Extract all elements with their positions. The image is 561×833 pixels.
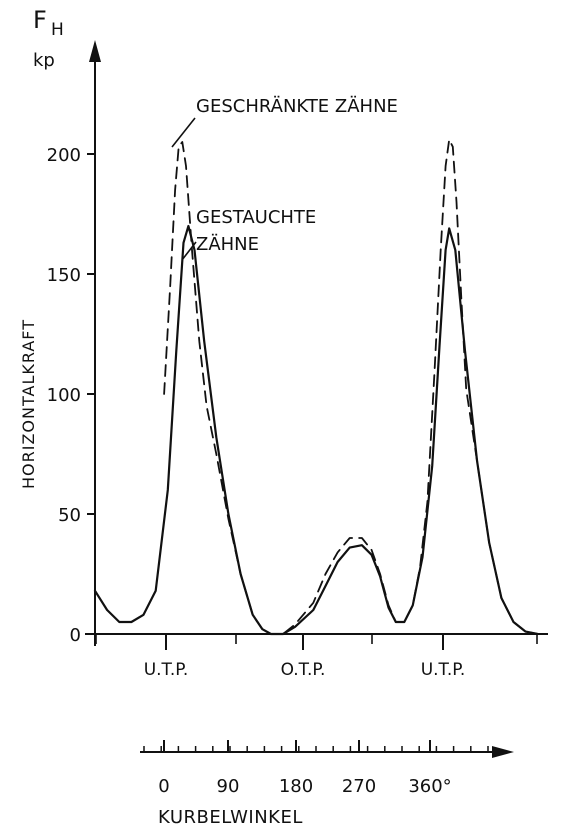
y-axis-arrow: [89, 40, 101, 62]
y-tick-label: 150: [47, 265, 81, 286]
angle-scale-label: 180: [279, 776, 313, 797]
x-position-label: U.T.P.: [421, 660, 466, 680]
annotation-leader-geschraenkte: [171, 117, 196, 148]
y-axis-symbol-subscript: H: [51, 20, 64, 40]
angle-scale-label: 270: [342, 776, 376, 797]
axes: 0 50 100 150 200 U.T.P. O.T.P. U.T.P. 0 90 180 270 3…: [47, 40, 548, 797]
annotation-zaehne: ZÄHNE: [196, 234, 259, 255]
annotation-geschraenkte-zaehne: GESCHRÄNKTE ZÄHNE: [196, 96, 398, 117]
series-line-solid: [93, 224, 539, 636]
y-axis-label: HORIZONTALKRAFT: [19, 319, 38, 489]
series-line-dashed: [163, 138, 539, 635]
y-axis-unit: kp: [33, 50, 55, 71]
labels: F H kp HORIZONTALKRAFT GESCHRÄNKTE ZÄHNE…: [19, 6, 398, 828]
x-position-label: U.T.P.: [144, 660, 189, 680]
y-axis-symbol: F: [33, 6, 47, 34]
annotation-gestauchte: GESTAUCHTE: [196, 207, 316, 228]
angle-scale-label: 90: [217, 776, 240, 797]
series-layer: [93, 138, 539, 636]
angle-scale-arrow: [492, 746, 514, 758]
x-position-label: O.T.P.: [281, 660, 326, 680]
y-tick-label: 50: [58, 505, 81, 526]
y-tick-label: 0: [70, 625, 81, 646]
angle-scale-label: 360°: [408, 776, 451, 797]
y-tick-label: 100: [47, 385, 81, 406]
y-tick-label: 200: [47, 145, 81, 166]
x-axis-label: KURBELWINKEL: [158, 807, 303, 828]
angle-scale-label: 0: [158, 776, 169, 797]
